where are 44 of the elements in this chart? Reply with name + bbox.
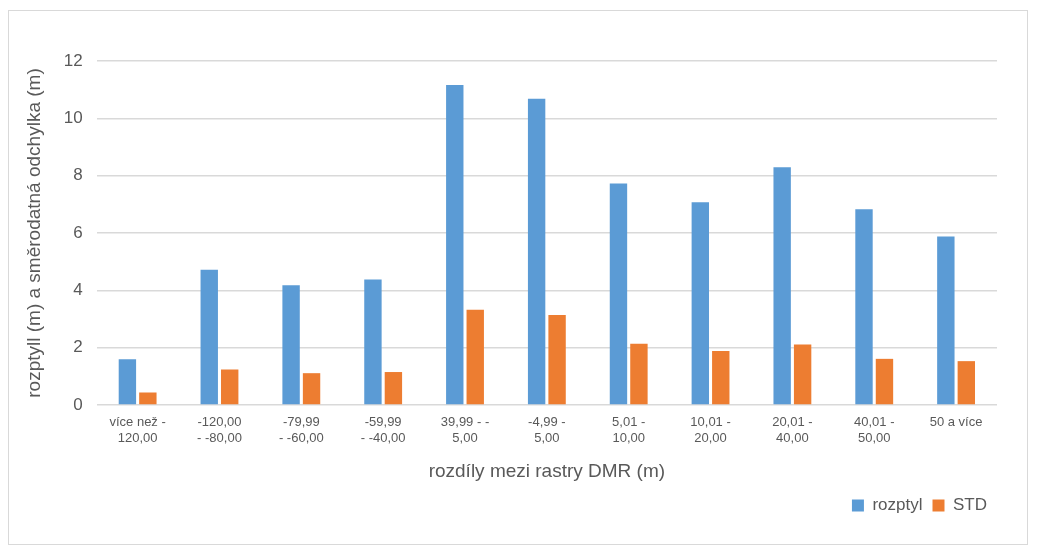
bar xyxy=(527,98,546,405)
y-tick-label: 6 xyxy=(73,222,83,242)
bar xyxy=(630,343,648,405)
y-tick-label: 0 xyxy=(73,394,83,414)
x-tick-label: 5,01 - 10,00 xyxy=(612,414,646,445)
bar xyxy=(609,183,628,405)
bar xyxy=(118,359,137,405)
x-tick-label: -120,00 - -80,00 xyxy=(197,414,242,445)
y-tick-label: 8 xyxy=(73,165,83,185)
bar xyxy=(712,351,730,405)
legend-label: rozptyl xyxy=(872,495,923,515)
x-tick-label: -59,99 - -40,00 xyxy=(360,414,406,445)
bar xyxy=(446,85,464,405)
bar xyxy=(875,358,894,405)
bar xyxy=(793,344,812,405)
bar xyxy=(364,279,382,405)
x-tick-label: 39,99 - - 5,00 xyxy=(440,414,490,445)
bar xyxy=(466,309,484,405)
bar xyxy=(548,314,566,405)
y-tick-label: 12 xyxy=(63,50,83,70)
x-tick-label: 20,01 - 40,00 xyxy=(772,414,813,445)
y-tick-label: 2 xyxy=(73,337,83,357)
bar xyxy=(221,369,239,405)
x-tick-label: více než - 120,00 xyxy=(109,414,166,445)
x-tick-label: 10,01 - 20,00 xyxy=(690,414,731,445)
x-tick-label: 50 a více xyxy=(929,414,983,430)
legend-label: STD xyxy=(953,495,987,515)
bar xyxy=(773,167,791,405)
bar xyxy=(282,285,300,405)
bar xyxy=(957,361,975,405)
bar xyxy=(855,209,873,405)
x-axis-title: rozdíly mezi rastry DMR (m) xyxy=(428,459,666,481)
x-tick-label: -4,99 - 5,00 xyxy=(528,414,566,445)
bar xyxy=(139,392,157,405)
bar xyxy=(200,269,218,405)
y-tick-label: 4 xyxy=(73,280,83,300)
y-tick-label: 10 xyxy=(63,108,83,128)
x-tick-label: -79,99 - -60,00 xyxy=(278,414,324,445)
bar xyxy=(302,373,321,405)
x-tick-label: 40,01 - 50,00 xyxy=(853,414,895,445)
bar xyxy=(384,372,403,405)
bar xyxy=(691,202,710,405)
bar xyxy=(937,236,955,405)
y-axis-title: rozptyll (m) a směrodatná odchylka (m) xyxy=(22,68,44,398)
